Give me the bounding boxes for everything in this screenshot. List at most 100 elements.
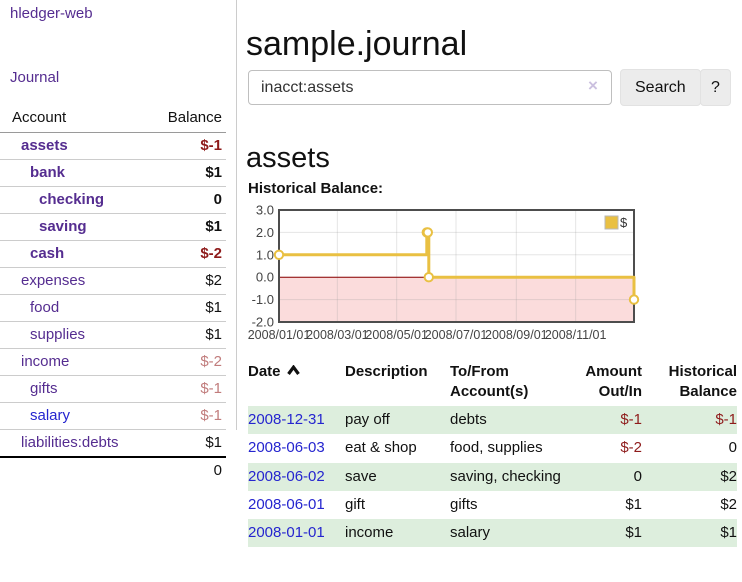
register-amount-cell: 0 <box>633 467 642 485</box>
search-input[interactable] <box>248 70 612 105</box>
sidebar-account-cell: food <box>0 294 152 322</box>
balance-column-header: Balance <box>151 106 226 133</box>
x-axis-tick-label: 2008/03/01 <box>306 328 369 342</box>
search-button[interactable]: Search <box>620 69 701 106</box>
register-row: 2008-12-31 pay off debts $-1 $-1 <box>248 406 737 435</box>
register-header-row: Date Description To/From Account(s) Amou… <box>248 360 737 406</box>
data-point-marker <box>273 249 285 260</box>
search-form: × Search ? <box>248 69 737 106</box>
sidebar-account-balance: $1 <box>151 294 226 322</box>
sidebar-account-link[interactable]: gifts <box>30 380 58 397</box>
sidebar-account-link[interactable]: liabilities:debts <box>21 434 119 451</box>
sidebar-account-link[interactable]: food <box>30 299 60 316</box>
sidebar-account-balance: $1 <box>151 159 226 187</box>
register-amount-cell: $-1 <box>620 411 642 428</box>
register-accounts-cell: food, supplies <box>450 439 543 457</box>
chart-svg: $3.0 2.0 1.0 0.0 -1.0 -2.02008/01/012008/03/0… <box>248 203 640 342</box>
x-axis-tick-label: 2008/05/01 <box>365 328 428 342</box>
register-accounts-cell: saving, checking <box>450 467 561 485</box>
register-row: 2008-06-01 gift gifts $1 $2 <box>248 491 737 519</box>
sidebar-account-row: food $1 <box>0 294 226 322</box>
y-axis-tick-label: 3.0 <box>256 203 274 218</box>
sidebar-account-link[interactable]: checking <box>39 191 105 208</box>
register-date-cell: 2008-01-01 <box>248 519 345 547</box>
page-title: sample.journal <box>246 24 468 63</box>
data-point-marker <box>422 227 434 238</box>
sidebar-account-cell: gifts <box>0 375 152 403</box>
register-description-cell: save <box>345 467 377 485</box>
register-date-cell: 2008-06-02 <box>248 463 345 491</box>
sidebar-account-balance: $-1 <box>151 402 226 430</box>
sidebar-account-cell: salary <box>0 402 152 430</box>
sidebar-total-row: 0 <box>0 456 226 484</box>
y-axis-tick-label: -2.0 <box>252 315 274 330</box>
legend-label: $ <box>620 215 628 230</box>
accounts-column-header: To/From Account(s) <box>450 363 529 400</box>
sidebar-account-balance: 0 <box>151 186 226 214</box>
sidebar-account-cell: liabilities:debts <box>0 429 152 458</box>
x-axis-tick-label: 2008/11/01 <box>545 328 607 342</box>
sidebar-account-row: expenses $2 <box>0 267 226 295</box>
sidebar-account-row: liabilities:debts $1 <box>0 429 226 458</box>
app-title-link[interactable]: hledger-web <box>10 5 93 22</box>
register-description-cell: eat & shop <box>345 439 417 457</box>
legend-swatch <box>604 215 619 230</box>
sidebar-account-row: assets $-1 <box>0 132 226 160</box>
register-balance-cell: $2 <box>720 495 737 513</box>
sidebar-account-row: bank $1 <box>0 159 226 187</box>
sidebar-account-link[interactable]: expenses <box>21 272 86 289</box>
date-column-header[interactable]: Date <box>248 360 345 406</box>
sidebar-total-balance: 0 <box>151 456 226 484</box>
register-date-cell: 2008-06-03 <box>248 434 345 462</box>
sidebar-item-journal[interactable]: Journal <box>10 69 60 86</box>
sidebar-account-row: supplies $1 <box>0 321 226 349</box>
sidebar-account-balance: $1 <box>151 429 226 458</box>
sidebar-account-balance: $1 <box>151 213 226 241</box>
date-column-label: Date <box>248 363 281 380</box>
account-heading: assets <box>246 142 330 175</box>
sidebar-account-cell: expenses <box>0 267 152 295</box>
sidebar-account-link[interactable]: saving <box>39 218 87 235</box>
sidebar-account-row: checking 0 <box>0 186 226 214</box>
sidebar-account-cell: cash <box>0 240 152 268</box>
sidebar-account-link[interactable]: bank <box>30 164 66 181</box>
register-balance-cell: $1 <box>720 524 737 541</box>
description-column-header: Description <box>345 363 428 380</box>
y-axis-tick-label: -1.0 <box>252 292 274 307</box>
sidebar-account-row: cash $-2 <box>0 240 226 268</box>
clear-search-icon[interactable]: × <box>588 76 598 95</box>
register-amount-cell: $-2 <box>620 439 642 457</box>
sidebar-account-cell: bank <box>0 159 152 187</box>
register-description-cell: pay off <box>345 411 390 428</box>
sidebar-account-link[interactable]: supplies <box>30 326 86 343</box>
register-date-cell: 2008-06-01 <box>248 491 345 519</box>
sidebar-account-balance: $-1 <box>151 132 226 160</box>
register-balance-cell: $-1 <box>715 411 737 428</box>
data-point-marker <box>423 272 435 283</box>
transaction-date-link[interactable]: 2008-06-01 <box>248 495 325 513</box>
register-row: 2008-06-03 eat & shop food, supplies $-2 0 <box>248 434 737 462</box>
chart-label: Historical Balance: <box>248 180 384 197</box>
register-description-cell: gift <box>345 495 366 513</box>
negative-region <box>279 277 634 322</box>
sidebar-account-row: income $-2 <box>0 348 226 376</box>
register-row: 2008-01-01 income salary $1 $1 <box>248 519 737 548</box>
help-button[interactable]: ? <box>700 69 731 106</box>
sidebar-account-link[interactable]: assets <box>21 137 68 154</box>
sidebar-account-cell: checking <box>0 186 152 214</box>
data-point-marker <box>628 294 640 305</box>
sidebar-account-cell: supplies <box>0 321 152 349</box>
sidebar-account-link[interactable]: salary <box>30 407 71 424</box>
amount-column-header: Amount Out/In <box>585 363 642 400</box>
sidebar-account-link[interactable]: income <box>21 353 70 370</box>
x-axis-tick-label: 2008/09/01 <box>485 328 548 342</box>
sidebar: hledger-web Journal Account Balance asse… <box>0 0 237 484</box>
sidebar-account-cell: income <box>0 348 152 376</box>
transaction-date-link[interactable]: 2008-06-03 <box>248 439 325 457</box>
register-accounts-cell: debts <box>450 411 487 428</box>
transaction-date-link[interactable]: 2008-01-01 <box>248 524 325 541</box>
transaction-date-link[interactable]: 2008-12-31 <box>248 411 325 428</box>
register-date-cell: 2008-12-31 <box>248 406 345 434</box>
transaction-date-link[interactable]: 2008-06-02 <box>248 467 325 485</box>
sidebar-account-link[interactable]: cash <box>30 245 65 262</box>
